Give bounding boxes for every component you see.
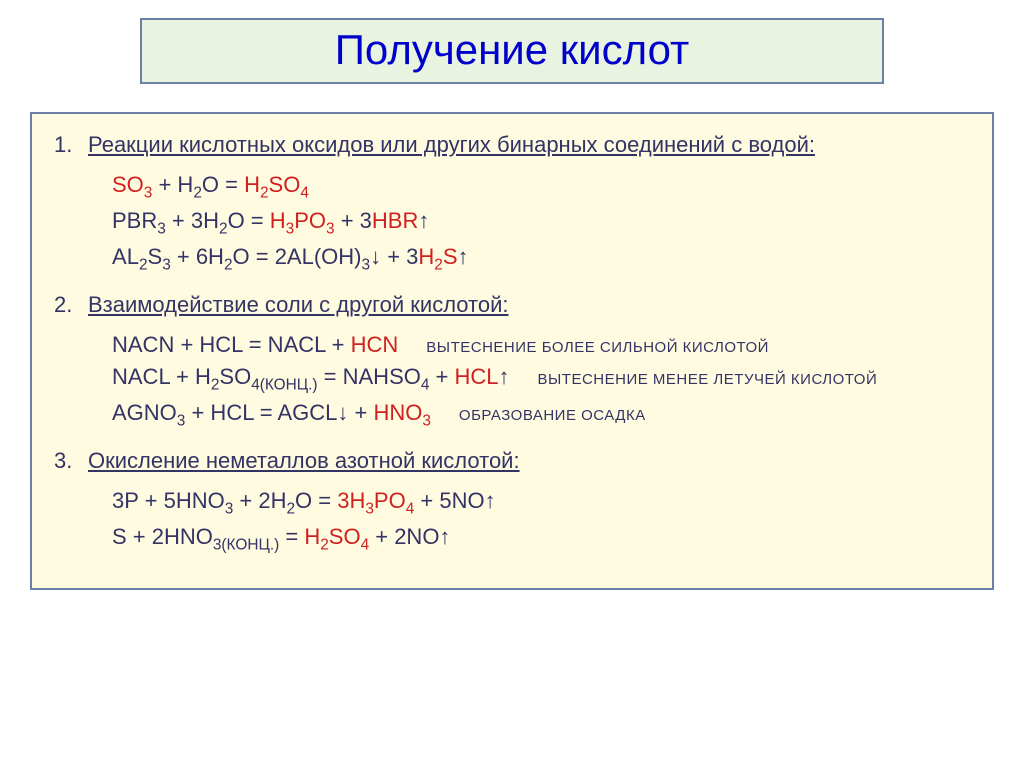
equation: AGNO3 + HCL = AGCL↓ + HNO3: [112, 398, 431, 432]
equation: NACL + H2SO4(КОНЦ.) = NAHSO4 + HCL↑: [112, 362, 510, 396]
section: 3.Окисление неметаллов азотной кислотой:…: [54, 446, 970, 556]
section-title: Взаимодействие соли с другой кислотой:: [88, 290, 509, 320]
section-number: 2.: [54, 290, 88, 320]
content-box: 1.Реакции кислотных оксидов или других б…: [30, 112, 994, 590]
section-number: 1.: [54, 130, 88, 160]
equation-line: NACL + H2SO4(КОНЦ.) = NAHSO4 + HCL↑ ВЫТЕС…: [112, 362, 970, 396]
equation: S + 2HNO3(КОНЦ.) = H2SO4 + 2NO↑: [112, 522, 450, 556]
equation-block: 3P + 5HNO3 + 2H2O = 3H3PO4 + 5NO↑S + 2HN…: [112, 486, 970, 556]
equation: 3P + 5HNO3 + 2H2O = 3H3PO4 + 5NO↑: [112, 486, 496, 520]
equation-note: ВЫТЕСНЕНИЕ БОЛЕЕ СИЛЬНОЙ КИСЛОТОЙ: [426, 338, 769, 358]
slide: Получение кислот 1.Реакции кислотных окс…: [0, 0, 1024, 767]
section-header: 3.Окисление неметаллов азотной кислотой:: [54, 446, 970, 476]
section: 1.Реакции кислотных оксидов или других б…: [54, 130, 970, 276]
equation-line: SO3 + H2O = H2SO4: [112, 170, 970, 204]
equation-line: NACN + HCL = NACL + HCN ВЫТЕСНЕНИЕ БОЛЕЕ …: [112, 330, 970, 360]
section-title: Окисление неметаллов азотной кислотой:: [88, 446, 520, 476]
equation-line: AL2S3 + 6H2O = 2AL(OH)3↓ + 3H2S↑: [112, 242, 970, 276]
equation-note: ВЫТЕСНЕНИЕ МЕНЕЕ ЛЕТУЧЕЙ КИСЛОТОЙ: [538, 370, 878, 390]
equation-line: S + 2HNO3(КОНЦ.) = H2SO4 + 2NO↑: [112, 522, 970, 556]
slide-title: Получение кислот: [335, 26, 690, 73]
equation-line: AGNO3 + HCL = AGCL↓ + HNO3 ОБРАЗОВАНИЕ ОС…: [112, 398, 970, 432]
equation: SO3 + H2O = H2SO4: [112, 170, 309, 204]
section-title: Реакции кислотных оксидов или других бин…: [88, 130, 815, 160]
section-number: 3.: [54, 446, 88, 476]
equation-line: 3P + 5HNO3 + 2H2O = 3H3PO4 + 5NO↑: [112, 486, 970, 520]
equation-line: PBR3 + 3H2O = H3PO3 + 3HBR↑: [112, 206, 970, 240]
equation: PBR3 + 3H2O = H3PO3 + 3HBR↑: [112, 206, 429, 240]
section-header: 2.Взаимодействие соли с другой кислотой:: [54, 290, 970, 320]
title-box: Получение кислот: [140, 18, 884, 84]
equation-note: ОБРАЗОВАНИЕ ОСАДКА: [459, 406, 646, 426]
equation-block: NACN + HCL = NACL + HCN ВЫТЕСНЕНИЕ БОЛЕЕ …: [112, 330, 970, 432]
equation-block: SO3 + H2O = H2SO4PBR3 + 3H2O = H3PO3 + 3…: [112, 170, 970, 277]
section-header: 1.Реакции кислотных оксидов или других б…: [54, 130, 970, 160]
equation: AL2S3 + 6H2O = 2AL(OH)3↓ + 3H2S↑: [112, 242, 469, 276]
equation: NACN + HCL = NACL + HCN: [112, 330, 398, 360]
section: 2.Взаимодействие соли с другой кислотой:…: [54, 290, 970, 432]
